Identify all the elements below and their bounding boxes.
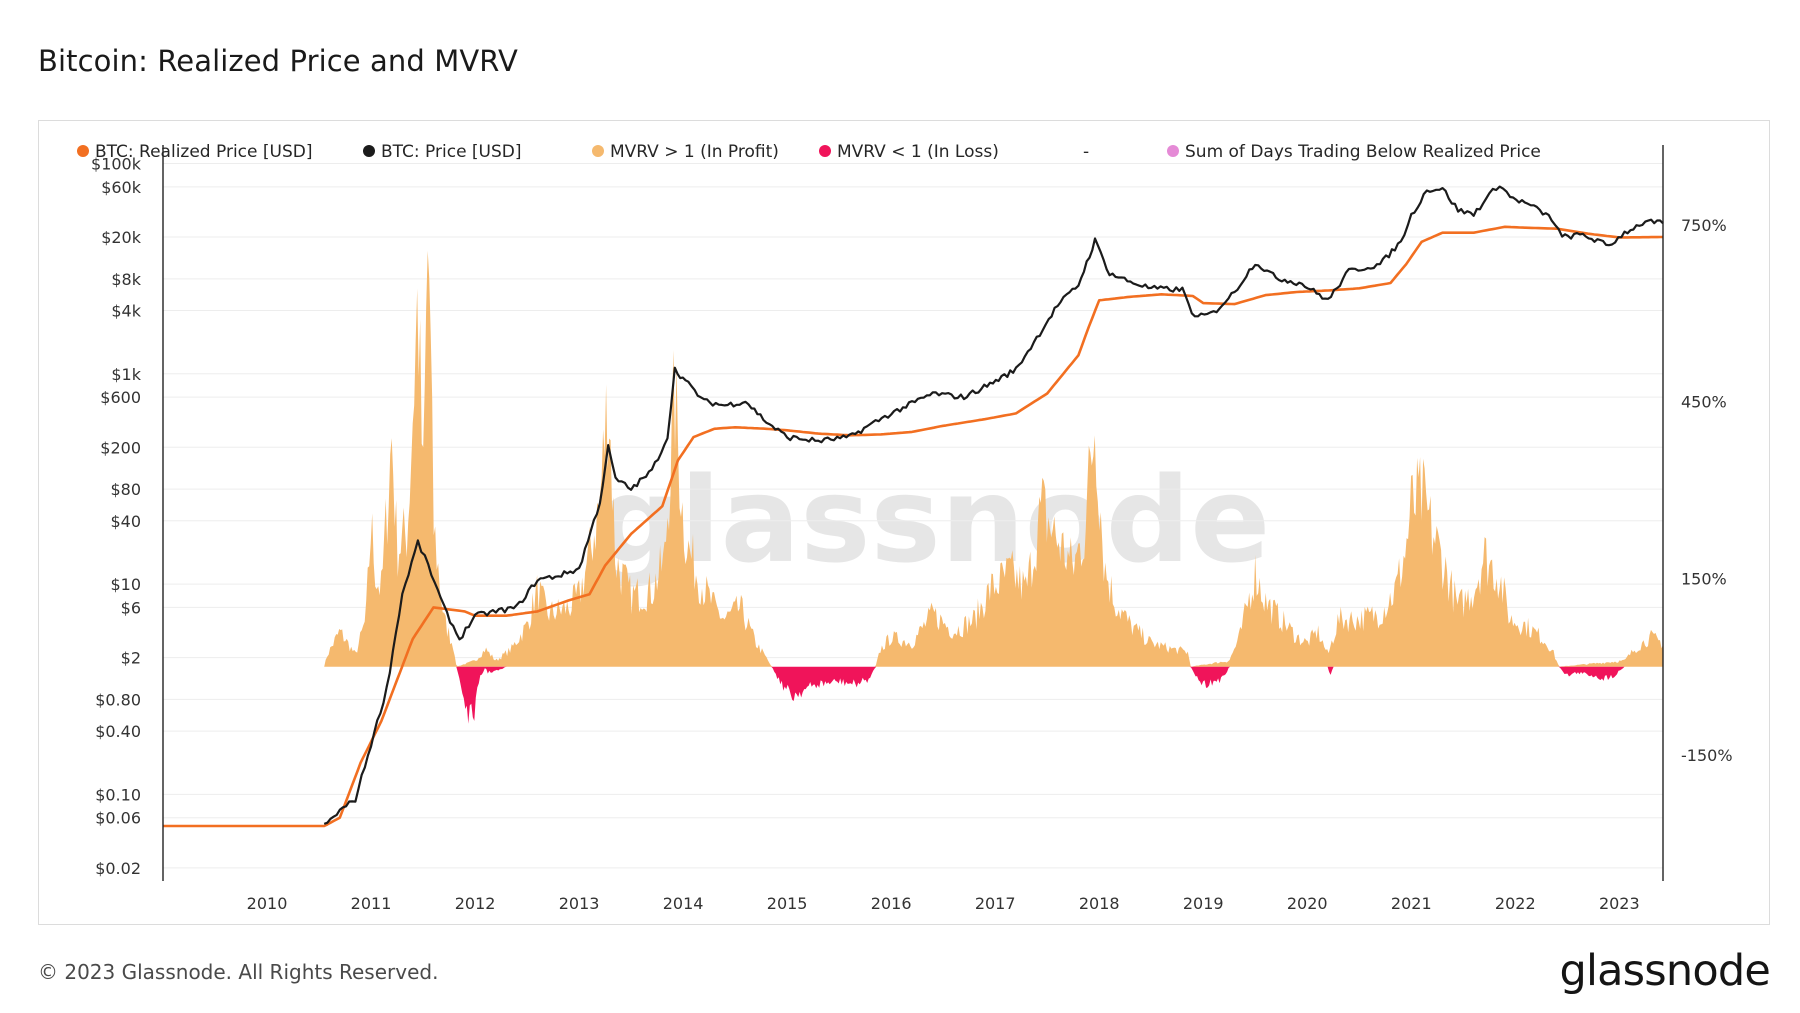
legend-marker-icon <box>363 145 375 157</box>
x-tick-label: 2021 <box>1391 894 1432 913</box>
y-left-tick-label: $600 <box>100 388 141 407</box>
legend-item[interactable]: - <box>1083 142 1089 162</box>
page-title: Bitcoin: Realized Price and MVRV <box>38 44 518 78</box>
y-left-tick-label: $0.06 <box>95 809 141 828</box>
chart-frame: glassnode $100k $60k $20k $8k $4k $1k $600 $200… <box>38 120 1770 925</box>
y-right-tick-label: 450% <box>1681 393 1727 412</box>
legend-label: MVRV > 1 (In Profit) <box>610 142 779 162</box>
x-tick-label: 2011 <box>351 894 392 913</box>
x-tick-label: 2010 <box>247 894 288 913</box>
brand-logo[interactable]: glassnode <box>1559 946 1770 996</box>
legend-marker-icon <box>77 145 89 157</box>
x-tick-label: 2016 <box>871 894 912 913</box>
x-tick-label: 2019 <box>1183 894 1224 913</box>
y-left-tick-label: $0.80 <box>95 690 141 709</box>
legend-label: Sum of Days Trading Below Realized Price <box>1185 142 1541 162</box>
x-tick-label: 2018 <box>1079 894 1120 913</box>
y-left-tick-label: $60k <box>101 178 142 197</box>
legend-item[interactable]: BTC: Price [USD] <box>363 142 522 162</box>
y-left-tick-label: $0.10 <box>95 785 141 804</box>
y-left-tick-label: $20k <box>101 228 142 247</box>
y-left-tick-label: $0.02 <box>95 859 141 878</box>
legend-item[interactable]: BTC: Realized Price [USD] <box>77 142 312 162</box>
copyright-text: © 2023 Glassnode. All Rights Reserved. <box>38 960 439 984</box>
y-left-tick-label: $8k <box>111 270 141 289</box>
legend-marker-icon <box>1167 145 1179 157</box>
y-right-tick-label: 750% <box>1681 216 1727 235</box>
realized-price-line <box>163 225 1663 828</box>
y-left-tick-label: $4k <box>111 301 141 320</box>
y-left-tick-label: $6 <box>121 598 141 617</box>
y-left-tick-label: $200 <box>100 438 141 457</box>
price-line <box>323 185 1664 825</box>
y-right-tick-label: -150% <box>1681 746 1733 765</box>
x-tick-label: 2013 <box>559 894 600 913</box>
x-tick-label: 2017 <box>975 894 1016 913</box>
y-right-tick-label: 150% <box>1681 569 1727 588</box>
legend-label: MVRV < 1 (In Loss) <box>837 142 999 162</box>
x-tick-label: 2022 <box>1495 894 1536 913</box>
legend-item[interactable]: MVRV < 1 (In Loss) <box>819 142 999 162</box>
y-left-tick-label: $2 <box>121 649 141 668</box>
legend-label: BTC: Price [USD] <box>381 142 522 162</box>
x-tick-label: 2015 <box>767 894 808 913</box>
mvrv-loss-area <box>456 666 1625 724</box>
legend-label: BTC: Realized Price [USD] <box>95 142 312 162</box>
watermark: glassnode <box>596 451 1271 589</box>
legend-item[interactable]: MVRV > 1 (In Profit) <box>592 142 779 162</box>
x-tick-label: 2012 <box>455 894 496 913</box>
legend-marker-icon <box>819 145 831 157</box>
y-left-tick-label: $100k <box>91 155 142 174</box>
chart-svg: glassnode $100k $60k $20k $8k $4k $1k $600 $200… <box>77 142 1733 913</box>
y-left-tick-label: $80 <box>110 480 141 499</box>
y-left-tick-label: $1k <box>111 365 141 384</box>
x-tick-label: 2014 <box>663 894 704 913</box>
y-left-tick-label: $0.40 <box>95 722 141 741</box>
legend-label: - <box>1083 142 1089 162</box>
y-left-tick-label: $10 <box>110 575 141 594</box>
x-tick-label: 2023 <box>1599 894 1640 913</box>
legend-item[interactable]: Sum of Days Trading Below Realized Price <box>1167 142 1541 162</box>
legend-marker-icon <box>592 145 604 157</box>
x-tick-label: 2020 <box>1287 894 1328 913</box>
y-left-tick-label: $40 <box>110 512 141 531</box>
